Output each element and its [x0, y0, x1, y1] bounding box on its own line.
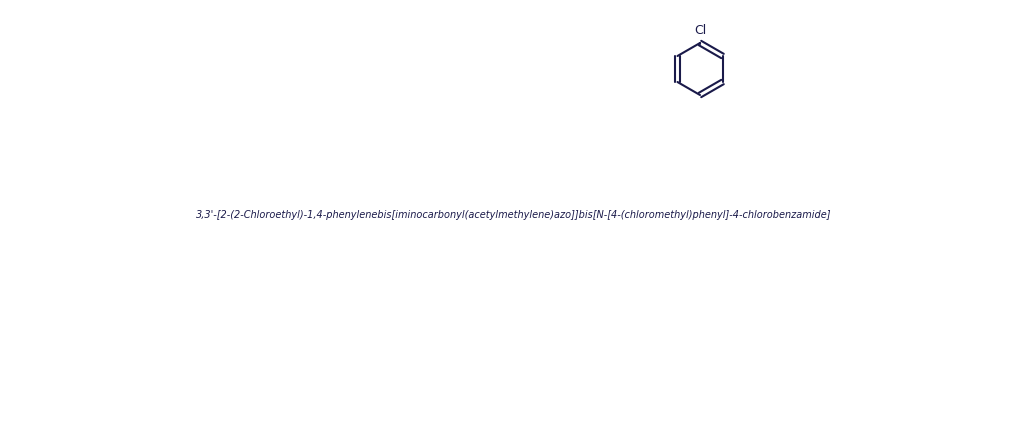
Text: 3,3'-[2-(2-Chloroethyl)-1,4-phenylenebis[iminocarbonyl(acetylmethylene)azo]]bis[: 3,3'-[2-(2-Chloroethyl)-1,4-phenylenebis…	[197, 209, 831, 219]
Text: Cl: Cl	[694, 24, 706, 37]
